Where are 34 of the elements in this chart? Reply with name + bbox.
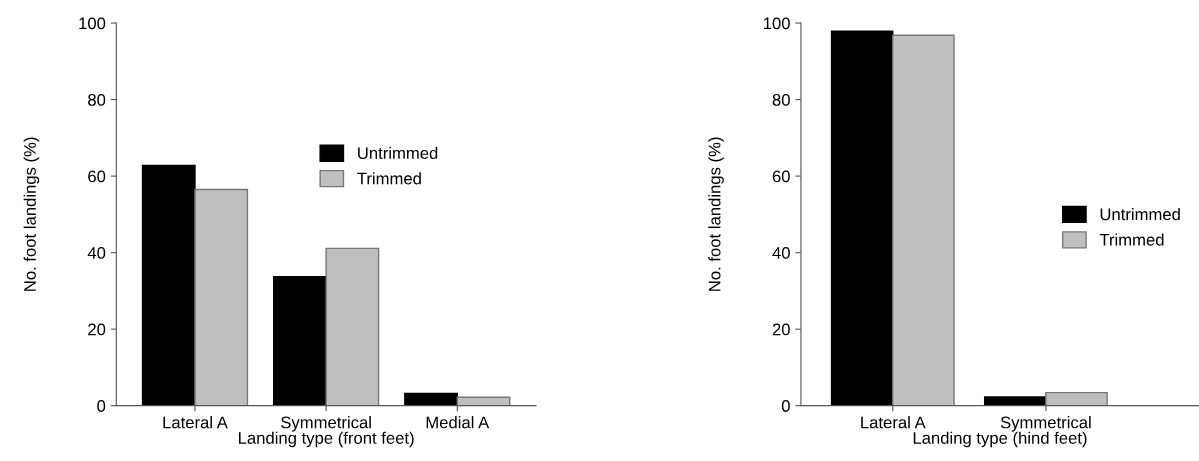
- y-tick-label: 20: [772, 323, 790, 336]
- y-tick-label: 80: [88, 93, 106, 106]
- bar: [892, 34, 955, 406]
- y-tick-label: 0: [781, 400, 790, 412]
- y-tick-label: 60: [88, 170, 106, 183]
- bar: [830, 30, 894, 406]
- y-tick-label: 60: [772, 170, 790, 183]
- y-axis-title: No. foot landings (%): [23, 137, 40, 291]
- y-tick-label: 100: [79, 17, 106, 30]
- y-tick-label: 0: [97, 400, 106, 412]
- legend-label: Untrimmed: [358, 146, 438, 160]
- x-tick-label: Medial A: [426, 416, 490, 429]
- y-tick-label: 40: [87, 247, 106, 259]
- y-tick-label: 40: [772, 247, 790, 259]
- x-axis-title: Landing type (front feet): [239, 431, 414, 448]
- x-tick-label: Lateral A: [861, 416, 926, 429]
- legend-label: Trimmed: [357, 172, 421, 185]
- y-tick-label: 100: [763, 17, 790, 30]
- legend-label: Untrimmed: [1100, 208, 1180, 221]
- bar: [272, 276, 327, 406]
- bar: [404, 392, 458, 406]
- y-tick-label: 20: [88, 323, 106, 336]
- bar: [194, 188, 249, 406]
- x-tick-label: Symmetrical: [1000, 416, 1091, 432]
- x-tick-label: Lateral A: [163, 416, 228, 429]
- bar: [141, 164, 196, 406]
- x-axis-title: Landing type (hind feet): [913, 431, 1087, 448]
- bar: [325, 247, 380, 406]
- legend-label: Trimmed: [1099, 233, 1164, 246]
- y-axis-title: No. foot landings (%): [708, 137, 724, 291]
- x-tick-label: Symmetrical: [281, 416, 371, 432]
- y-tick-label: 80: [772, 93, 790, 106]
- bar: [983, 396, 1047, 406]
- bar: [1045, 391, 1108, 406]
